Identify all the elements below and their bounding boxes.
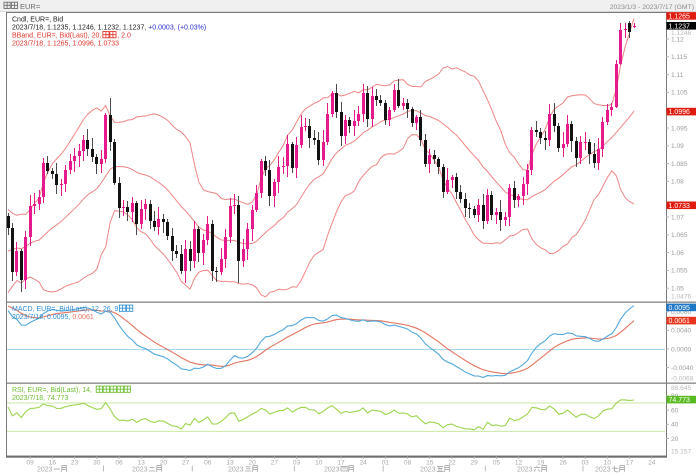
svg-text:88.645: 88.645 [671,385,692,392]
svg-text:1.115: 1.115 [671,54,687,61]
svg-text:06: 06 [115,459,123,466]
svg-text:2023: 2023 [132,467,148,473]
svg-text:2023: 2023 [37,467,53,473]
svg-text:15: 15 [426,459,434,466]
svg-text:1.1246: 1.1246 [671,30,692,37]
svg-text:1.105: 1.105 [671,90,688,97]
svg-text:-0.0040: -0.0040 [671,365,694,372]
svg-text:15.157: 15.157 [671,449,692,456]
svg-text:2023/1/3 - 2023/7/17 (GMT): 2023/1/3 - 2023/7/17 (GMT) [610,4,694,11]
svg-text:2023: 2023 [595,467,611,473]
svg-text:, 2.0: , 2.0 [117,33,131,40]
svg-text:03: 03 [293,459,301,466]
svg-text:BBand, EUR=, Bid(Last), 20,: BBand, EUR=, Bid(Last), 20, [12,33,101,40]
svg-text:60: 60 [671,407,679,414]
svg-text:2023/7/18, 1.1235, 1.1246, 1.1: 2023/7/18, 1.1235, 1.1246, 1.1232, 1.123… [12,25,146,32]
svg-text:1.09: 1.09 [671,143,684,150]
svg-text:17: 17 [626,459,634,466]
svg-text:05: 05 [493,459,501,466]
svg-text:09: 09 [27,459,35,466]
svg-text:1.08: 1.08 [671,179,684,186]
svg-text:2023/7/18, 0.0095,: 2023/7/18, 0.0095, [12,314,70,321]
svg-text:06: 06 [204,459,212,466]
svg-text:17: 17 [337,459,345,466]
svg-text:40: 40 [671,422,679,429]
svg-text:1.065: 1.065 [671,232,688,239]
svg-text:1.0476: 1.0476 [671,294,692,301]
svg-text:2023: 2023 [517,467,533,473]
svg-text:1.06: 1.06 [671,250,684,257]
svg-text:08: 08 [404,459,412,466]
svg-text:1.085: 1.085 [671,161,688,168]
svg-text:MACD, EUR=, Bid(Last), 12, 26: MACD, EUR=, Bid(Last), 12, 26, 9, [12,306,120,313]
svg-text:30: 30 [93,459,101,466]
svg-text:03: 03 [582,459,590,466]
svg-text:Cndl, EUR=, Bid: Cndl, EUR=, Bid [12,17,63,24]
svg-text:74.773: 74.773 [669,397,691,404]
svg-text:1.095: 1.095 [671,125,688,132]
svg-text:0.0061: 0.0061 [72,314,94,321]
svg-text:24: 24 [648,459,656,466]
svg-text:2023: 2023 [324,467,340,473]
svg-text:2023: 2023 [420,467,436,473]
svg-text:RSI, EUR=, Bid(Last), 14,: RSI, EUR=, Bid(Last), 14, [12,387,92,394]
svg-text:12: 12 [515,459,523,466]
svg-text:2023: 2023 [228,467,244,473]
svg-text:24: 24 [360,459,368,466]
svg-text:13: 13 [138,459,146,466]
svg-text:1.055: 1.055 [671,268,688,275]
svg-text:1.05: 1.05 [671,286,684,293]
svg-text:2023/7/18, 1.1265, 1.0996, 1.0: 2023/7/18, 1.1265, 1.0996, 1.0733 [12,41,119,48]
svg-text:29: 29 [471,459,479,466]
svg-text:01: 01 [382,459,390,466]
svg-text:1.07: 1.07 [671,214,684,221]
svg-text:26: 26 [559,459,567,466]
svg-text:1.0996: 1.0996 [669,109,691,116]
svg-text:16: 16 [49,459,57,466]
svg-text:1.1237: 1.1237 [669,23,691,30]
svg-text:+0.0003, (+0.03%): +0.0003, (+0.03%) [148,25,206,32]
svg-text:0.0061: 0.0061 [669,318,691,325]
svg-text:27: 27 [182,459,190,466]
svg-text:10: 10 [604,459,612,466]
svg-text:-0.0068: -0.0068 [671,376,694,383]
svg-text:23: 23 [71,459,79,466]
svg-text:27: 27 [271,459,279,466]
svg-text:0.0095: 0.0095 [669,305,691,312]
svg-text:0.0040: 0.0040 [671,328,692,335]
svg-text:1.1265: 1.1265 [669,14,691,21]
svg-text:13: 13 [226,459,234,466]
svg-text:20: 20 [671,436,679,443]
svg-text:19: 19 [537,459,545,466]
svg-text:1.11: 1.11 [671,72,684,79]
svg-text:0.0000: 0.0000 [671,346,692,353]
svg-text:20: 20 [249,459,257,466]
svg-text:2023/7/18, 74.773: 2023/7/18, 74.773 [12,395,69,402]
svg-text:20: 20 [160,459,168,466]
svg-text:1.0733: 1.0733 [669,203,691,210]
svg-text:22: 22 [448,459,456,466]
svg-text:0.0080: 0.0080 [671,309,692,316]
svg-text:1.12: 1.12 [671,36,684,43]
svg-text:10: 10 [315,459,323,466]
svg-text:EUR=: EUR= [20,2,41,11]
